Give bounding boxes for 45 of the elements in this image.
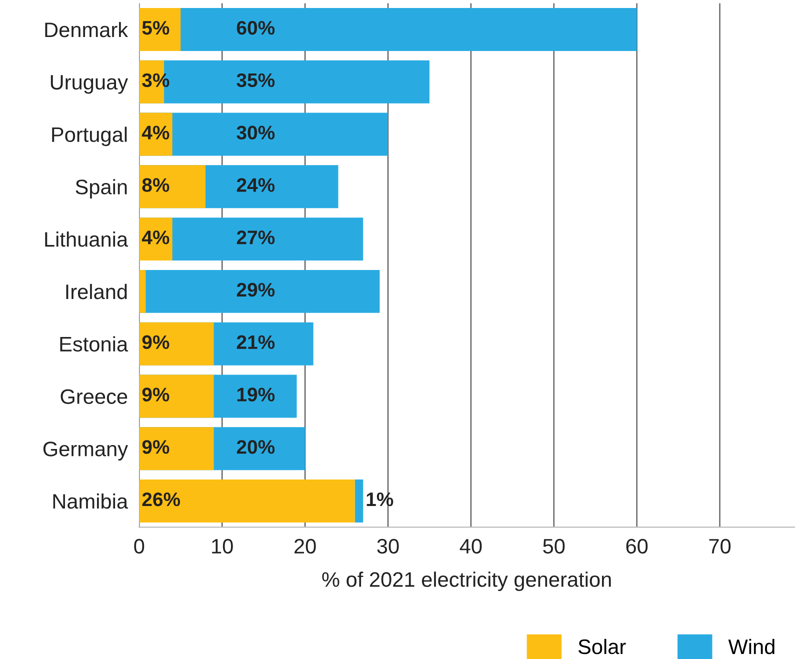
data-label: 9% — [142, 440, 170, 454]
y-tick-label: Portugal — [52, 126, 127, 146]
data-label: 29% — [236, 282, 275, 297]
bar — [354, 480, 364, 522]
data-label: 24% — [236, 178, 275, 192]
bar — [139, 374, 214, 418]
y-tick-label: Estonia — [60, 336, 128, 352]
x-tick-label: 0 — [134, 538, 144, 554]
bar — [139, 165, 206, 208]
data-label: 21% — [236, 335, 275, 350]
data-label: 9% — [142, 388, 170, 402]
data-label: 9% — [142, 335, 170, 350]
bar — [139, 322, 214, 366]
data-label: 4% — [142, 230, 170, 244]
y-tick-label: Germany — [43, 442, 128, 460]
y-tick-label: Spain — [76, 179, 127, 199]
x-tick-label: 70 — [709, 538, 731, 554]
data-label: 27% — [236, 230, 275, 244]
data-label: 30% — [236, 126, 275, 140]
data-label: 26% — [142, 492, 180, 506]
y-tick-label: Namibia — [53, 493, 128, 509]
bar — [139, 270, 146, 313]
data-label: 60% — [236, 20, 275, 35]
x-tick-label: 60 — [626, 538, 648, 554]
data-label: 19% — [237, 388, 275, 402]
data-label: 4% — [142, 126, 170, 140]
bar — [139, 480, 355, 522]
y-tick-label: Greece — [60, 389, 128, 404]
legend-label: Solar — [578, 638, 626, 654]
y-tick-label: Uruguay — [50, 75, 128, 94]
y-tick-label: Denmark — [45, 22, 128, 38]
x-tick-label: 30 — [377, 538, 399, 554]
data-label: 20% — [236, 440, 275, 454]
x-tick-label: 10 — [212, 538, 233, 554]
y-tick-label: Ireland — [66, 284, 127, 300]
data-label: 8% — [142, 178, 170, 192]
y-tick-label: Lithuania — [45, 232, 128, 247]
x-tick-label: 40 — [460, 538, 482, 554]
data-label: 5% — [142, 20, 170, 35]
legend-label: Wind — [728, 638, 774, 654]
x-axis-title: % of 2021 electricity generation — [322, 572, 611, 592]
bar — [139, 427, 214, 470]
x-tick-label: 50 — [543, 538, 565, 554]
x-tick-label: 20 — [294, 538, 316, 554]
data-label: 35% — [236, 73, 275, 88]
